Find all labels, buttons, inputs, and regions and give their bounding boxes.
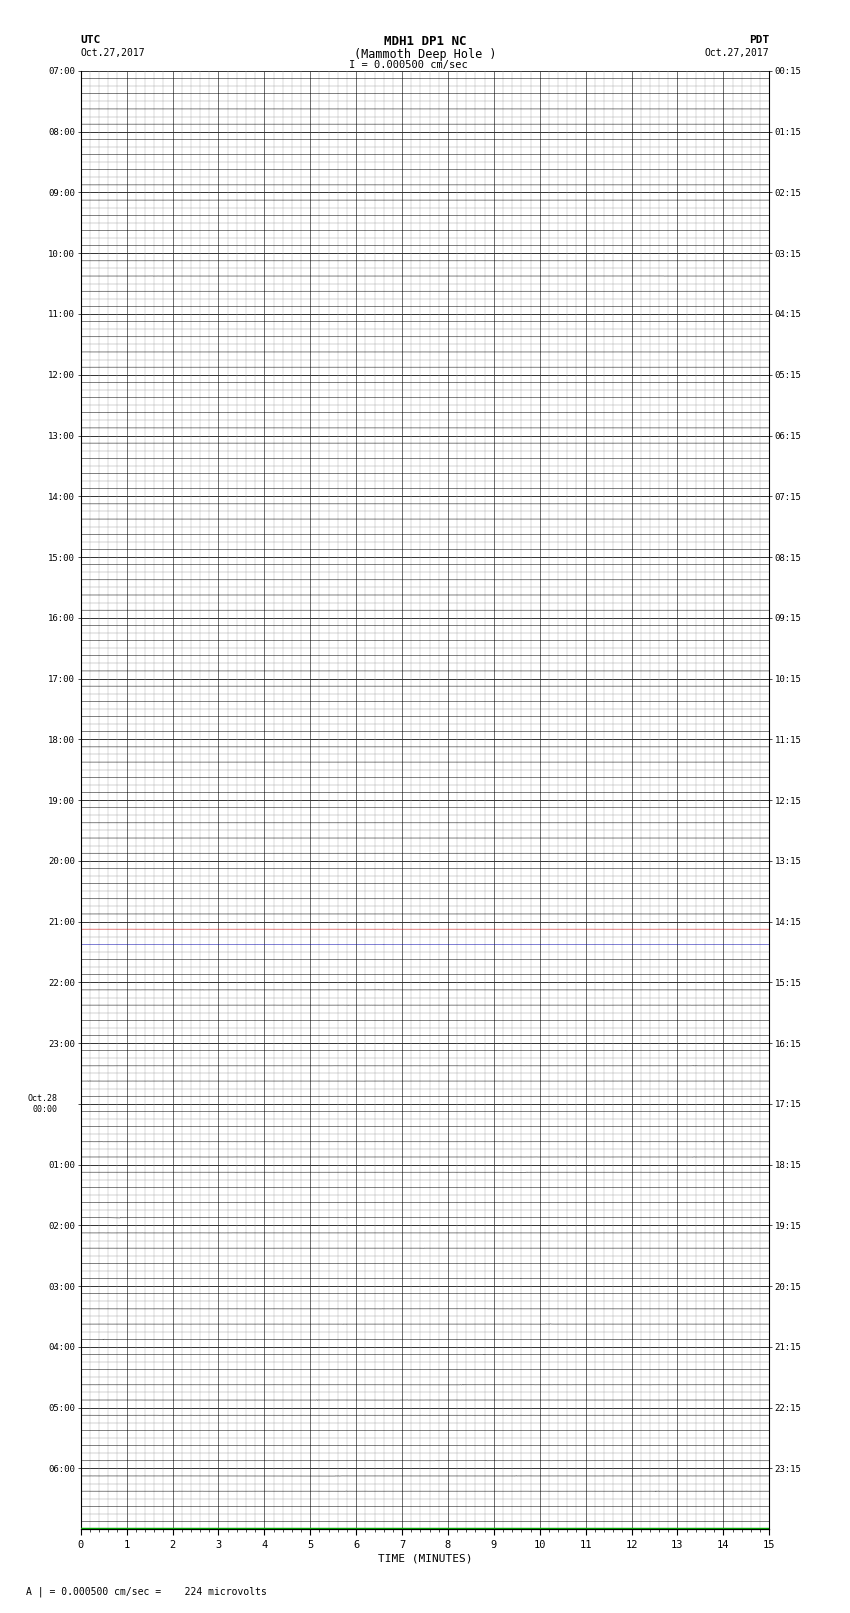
- Text: MDH1 DP1 NC: MDH1 DP1 NC: [383, 35, 467, 48]
- Text: A | = 0.000500 cm/sec =    224 microvolts: A | = 0.000500 cm/sec = 224 microvolts: [26, 1586, 266, 1597]
- Text: Oct.27,2017: Oct.27,2017: [81, 48, 145, 58]
- Text: Oct.28
00:00: Oct.28 00:00: [28, 1094, 58, 1113]
- Text: I = 0.000500 cm/sec: I = 0.000500 cm/sec: [348, 60, 468, 71]
- Text: UTC: UTC: [81, 35, 101, 45]
- X-axis label: TIME (MINUTES): TIME (MINUTES): [377, 1553, 473, 1563]
- Text: Oct.27,2017: Oct.27,2017: [705, 48, 769, 58]
- Text: (Mammoth Deep Hole ): (Mammoth Deep Hole ): [354, 48, 496, 61]
- Text: PDT: PDT: [749, 35, 769, 45]
